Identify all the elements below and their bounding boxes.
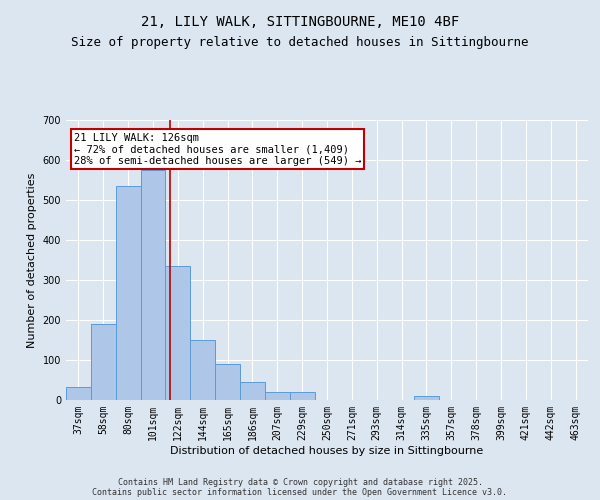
Bar — [414, 396, 439, 400]
Bar — [265, 392, 290, 400]
Bar — [215, 364, 240, 400]
Text: Size of property relative to detached houses in Sittingbourne: Size of property relative to detached ho… — [71, 36, 529, 49]
Bar — [240, 382, 265, 400]
Bar — [190, 340, 215, 400]
Text: Contains HM Land Registry data © Crown copyright and database right 2025.
Contai: Contains HM Land Registry data © Crown c… — [92, 478, 508, 497]
Text: 21 LILY WALK: 126sqm
← 72% of detached houses are smaller (1,409)
28% of semi-de: 21 LILY WALK: 126sqm ← 72% of detached h… — [74, 132, 361, 166]
Y-axis label: Number of detached properties: Number of detached properties — [27, 172, 37, 348]
Text: 21, LILY WALK, SITTINGBOURNE, ME10 4BF: 21, LILY WALK, SITTINGBOURNE, ME10 4BF — [141, 16, 459, 30]
Bar — [116, 186, 140, 400]
Bar — [66, 387, 91, 400]
X-axis label: Distribution of detached houses by size in Sittingbourne: Distribution of detached houses by size … — [170, 446, 484, 456]
Bar — [166, 266, 190, 400]
Bar — [290, 392, 314, 400]
Bar — [91, 324, 116, 400]
Bar — [140, 170, 166, 400]
